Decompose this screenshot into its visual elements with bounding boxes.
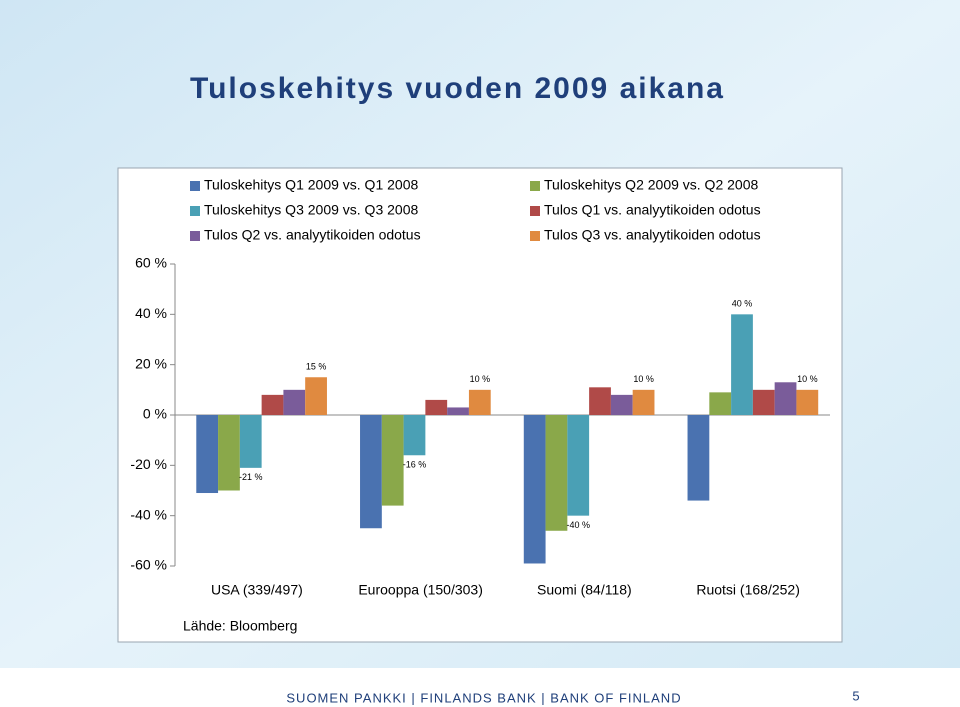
legend-label: Tulos Q3 vs. analyytikoiden odotus [544, 227, 761, 243]
bar [774, 382, 797, 415]
footer-band [0, 668, 960, 707]
bar [360, 415, 382, 529]
y-tick-label: -40 % [130, 506, 167, 522]
bar [589, 387, 611, 415]
bar [632, 389, 655, 415]
legend-swatch [190, 231, 200, 241]
data-label: -21 % [239, 472, 263, 482]
source: Lähde: Bloomberg [183, 618, 297, 634]
bar [523, 415, 546, 564]
legend-label: Tuloskehitys Q3 2009 vs. Q3 2008 [204, 202, 418, 218]
bar [687, 415, 710, 501]
data-label: 10 % [633, 374, 654, 384]
x-tick-label: Ruotsi (168/252) [696, 582, 800, 598]
bar [425, 399, 448, 415]
bar [709, 392, 732, 415]
legend-swatch [190, 181, 200, 191]
bar [567, 415, 590, 516]
legend-swatch [190, 206, 200, 216]
bar [218, 415, 240, 491]
footer: SUOMEN PANKKI | FINLANDS BANK | BANK OF … [286, 690, 681, 705]
bar [731, 314, 753, 415]
bar [261, 394, 284, 415]
legend-label: Tulos Q1 vs. analyytikoiden odotus [544, 202, 761, 218]
page-number: 5 [852, 688, 859, 703]
bar [610, 394, 633, 415]
y-tick-label: -20 % [130, 456, 167, 472]
bar [196, 415, 219, 494]
bar [545, 415, 568, 531]
bar [381, 415, 404, 506]
legend-label: Tulos Q2 vs. analyytikoiden odotus [204, 227, 421, 243]
data-label: 10 % [470, 374, 491, 384]
data-label: 40 % [732, 299, 753, 309]
bar [796, 389, 819, 415]
y-tick-label: 60 % [135, 255, 167, 271]
bar [239, 415, 262, 468]
bar [403, 415, 426, 456]
bar [305, 377, 327, 415]
y-tick-label: 20 % [135, 355, 167, 371]
data-label: 15 % [306, 362, 327, 372]
bar [283, 389, 306, 415]
bar [447, 407, 469, 415]
legend-label: Tuloskehitys Q1 2009 vs. Q1 2008 [204, 177, 418, 193]
y-tick-label: 0 % [143, 406, 167, 422]
bar [752, 389, 775, 415]
x-tick-label: Suomi (84/118) [537, 582, 632, 598]
y-tick-label: -60 % [130, 557, 167, 573]
legend-swatch [530, 231, 540, 241]
legend-swatch [530, 181, 540, 191]
legend-swatch [530, 206, 540, 216]
data-label: -16 % [403, 460, 427, 470]
legend-label: Tuloskehitys Q2 2009 vs. Q2 2008 [544, 177, 758, 193]
data-label: 10 % [797, 374, 818, 384]
bar [468, 389, 491, 415]
x-tick-label: USA (339/497) [211, 582, 303, 598]
data-label: -40 % [566, 520, 590, 530]
x-tick-label: Eurooppa (150/303) [358, 582, 483, 598]
slide-title: Tuloskehitys vuoden 2009 aikana [190, 72, 725, 105]
y-tick-label: 40 % [135, 305, 167, 321]
